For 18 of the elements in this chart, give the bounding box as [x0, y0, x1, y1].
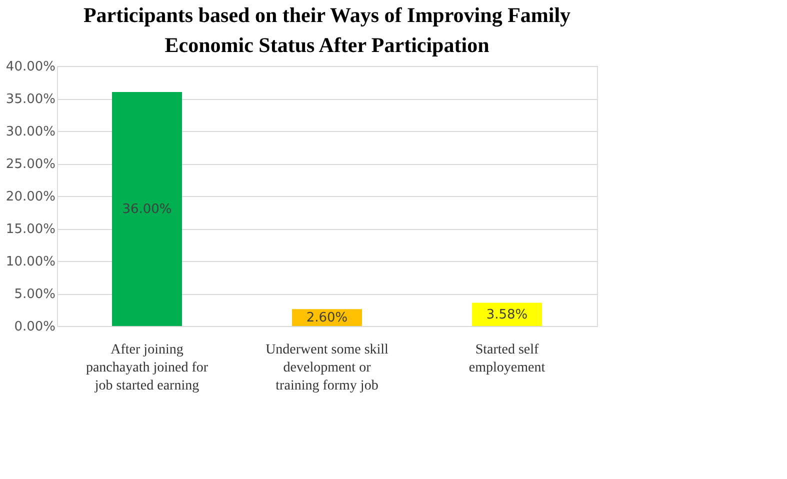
bar	[112, 92, 182, 326]
data-label: 36.00%	[122, 202, 172, 217]
y-tick-label: 35.00%	[6, 92, 56, 107]
y-tick-label: 20.00%	[6, 190, 56, 204]
y-tick-label: 5.00%	[14, 287, 56, 302]
bar	[472, 302, 542, 326]
x-tick-label: Underwent some skill development or training formy job	[266, 342, 389, 394]
y-tick-label: 40.00%	[6, 60, 56, 74]
y-tick-label: 0.00%	[14, 320, 56, 334]
y-tick-label: 30.00%	[6, 124, 56, 140]
x-tick-label: After joining panchayath joined for job started earning	[86, 342, 208, 394]
y-tick-label: 25.00%	[6, 157, 56, 172]
data-label: 2.60%	[306, 310, 348, 326]
x-tick-label: Started self employement	[468, 342, 546, 376]
y-tick-label: 10.00%	[6, 254, 56, 270]
data-label: 3.58%	[486, 307, 528, 322]
y-tick-label: 15.00%	[6, 222, 56, 237]
chart-title: Participants based on their Ways of Improving Family Economic Status After Participation	[83, 3, 572, 57]
